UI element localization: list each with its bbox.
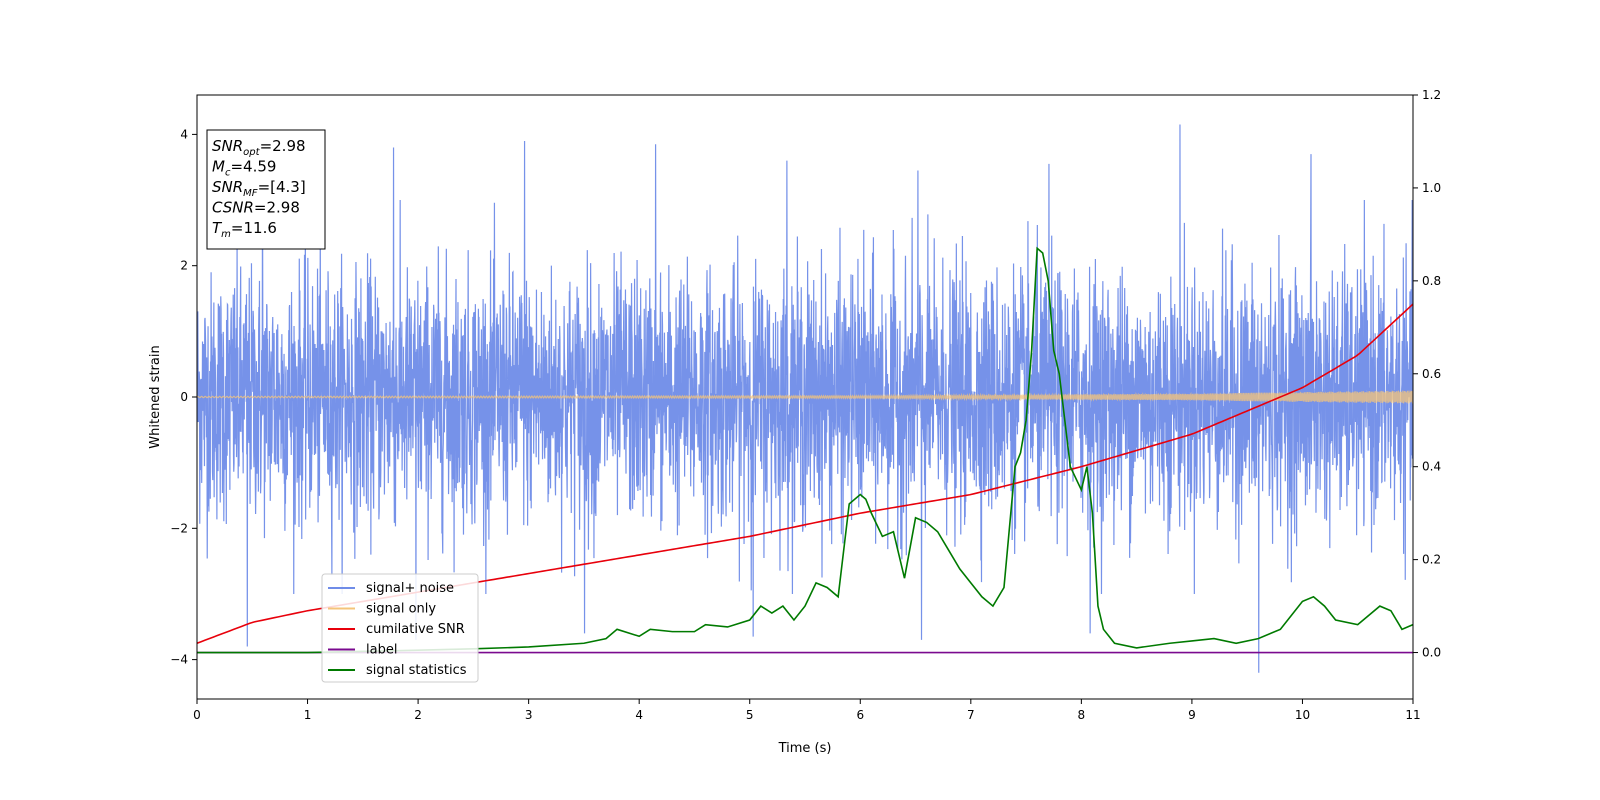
y2-tick-label: 0.6: [1422, 367, 1441, 381]
x-tick-label: 10: [1295, 708, 1310, 722]
x-tick-label: 9: [1188, 708, 1196, 722]
x-tick-label: 2: [414, 708, 422, 722]
legend-label-signal-noise: signal+ noise: [366, 581, 454, 596]
axes-layer: 0 1 2 3 4 5 6 7 8 9 10 11 −4 −2 0 2 4 0.0 0.2 0.4 0.6 0.8 1.0 1…: [170, 88, 1441, 722]
info-box-frame: [206, 129, 326, 250]
series-signal-only: [197, 389, 1413, 404]
series-signal-noise: [197, 124, 1413, 673]
info-box-line: Mc=4.59: [212, 158, 276, 179]
y-tick-label: −2: [170, 521, 188, 535]
legend-label-signal-statistics: signal statistics: [366, 663, 467, 678]
info-value: =4.59: [230, 158, 276, 176]
y-tick-label: 4: [180, 127, 188, 141]
x-tick-label: 3: [525, 708, 533, 722]
x-tick-label: 5: [746, 708, 754, 722]
legend-frame: [321, 573, 479, 683]
y2-tick-label: 1.0: [1422, 181, 1441, 195]
info-key: T: [212, 219, 223, 237]
info-key: CSNR: [212, 199, 254, 217]
x-tick-label: 1: [304, 708, 312, 722]
info-subscript: m: [221, 229, 231, 240]
legend-label-label: label: [366, 643, 397, 658]
series-signal-statistics: [197, 246, 1413, 654]
legend-label-signal-only: signal only: [366, 602, 436, 617]
info-box-line: CSNR=2.98: [212, 199, 300, 217]
x-tick-label: 4: [635, 708, 643, 722]
y-tick-label: 2: [180, 259, 188, 273]
y2-tick-label: 1.2: [1422, 88, 1441, 102]
info-subscript: MF: [243, 188, 258, 199]
y2-tick-label: 0.8: [1422, 274, 1441, 288]
info-value: =2.98: [260, 137, 306, 155]
y2-tick-label: 0.2: [1422, 553, 1441, 567]
info-box-line: Tm=11.6: [212, 219, 277, 240]
info-key: M: [212, 158, 225, 176]
info-box: SNRopt=2.98Mc=4.59SNRMF=[4.3]CSNR=2.98Tm…: [206, 129, 326, 250]
y2-tick-label: 0.4: [1422, 460, 1441, 474]
info-value: =11.6: [231, 219, 277, 237]
y2-tick-label: 0.0: [1422, 646, 1441, 660]
x-tick-label: 0: [193, 708, 201, 722]
info-subscript: opt: [243, 147, 260, 158]
x-tick-label: 7: [967, 708, 975, 722]
info-value: =2.98: [254, 199, 300, 217]
x-tick-label: 6: [856, 708, 864, 722]
y-tick-label: −4: [170, 653, 188, 667]
x-axis-label: Time (s): [778, 741, 832, 756]
info-value: =[4.3]: [258, 178, 306, 196]
x-tick-label: 8: [1078, 708, 1086, 722]
info-subscript: c: [225, 168, 231, 179]
info-box-line: SNRopt=2.98: [212, 137, 306, 158]
legend-label-cumilative-snr: cumilative SNR: [366, 622, 465, 637]
info-key: SNR: [212, 178, 243, 196]
info-box-line: SNRMF=[4.3]: [212, 178, 306, 199]
x-tick-label: 11: [1405, 708, 1420, 722]
y-axis-label: Whitened strain: [148, 345, 163, 448]
y-tick-label: 0: [180, 390, 188, 404]
legend: signal+ noise signal only cumilative SNR la…: [321, 573, 479, 683]
info-key: SNR: [212, 137, 243, 155]
